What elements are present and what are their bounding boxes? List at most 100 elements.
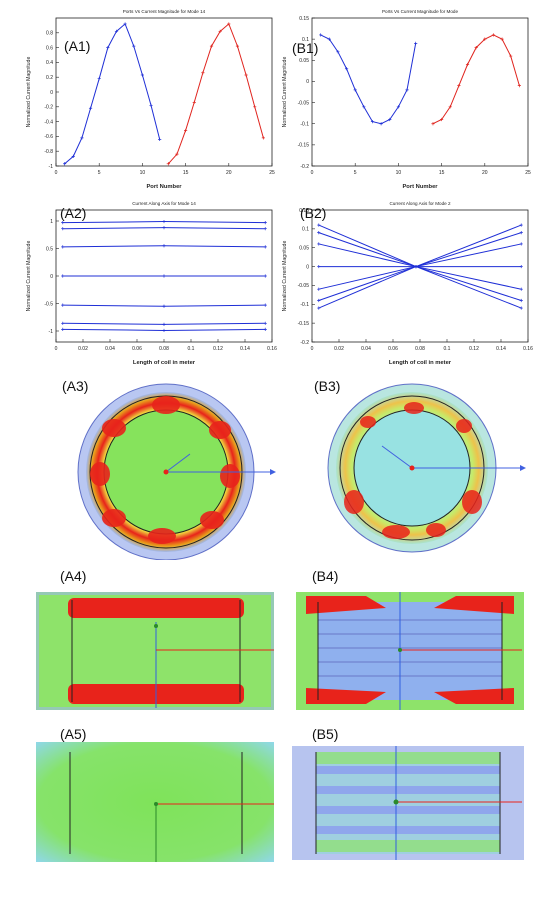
a2-series-5-point — [162, 304, 166, 308]
b2-ytick-label: 0.1 — [302, 227, 309, 233]
b2-xtick-label: 0.02 — [334, 346, 344, 352]
b2-series-5-point — [519, 242, 523, 246]
a2-series-4-point — [162, 274, 166, 278]
a2-series-7-point — [162, 328, 166, 333]
b2-xtick-label: 0.06 — [388, 346, 398, 352]
a2-ytick-label: -0.5 — [44, 301, 53, 307]
b1-ytick-label: 0.1 — [302, 37, 309, 43]
a2-series-1-point — [263, 221, 267, 225]
b1-series-1-point — [396, 105, 400, 109]
a2-series-2-point — [263, 227, 267, 231]
b2-series-5-point — [317, 287, 321, 291]
a1-xtick-label: 0 — [55, 170, 58, 176]
b2-series-6-point — [317, 298, 321, 303]
a1-ytick-label: 0.2 — [46, 75, 53, 81]
a1-series-2-point — [184, 128, 188, 133]
a1-series-2-line — [167, 23, 264, 165]
a1-series-1-line — [64, 23, 161, 165]
a2-series-6-point — [162, 322, 166, 326]
a1-ytick-label: -0.2 — [44, 105, 53, 111]
b2-ylabel: Normalized Current Magnitude — [282, 241, 288, 312]
b2-ytick-label: 0 — [306, 264, 309, 270]
a1-ytick-label: -0.4 — [44, 119, 53, 125]
a2-series-4-point — [263, 274, 267, 278]
a1-series-2-point — [209, 44, 214, 48]
a1-series-2-point — [218, 29, 222, 33]
b2-xtick-label: 0 — [311, 346, 314, 352]
chart-b2: Current Along Axis for Mode 2 0 0.02 0.04 0.… — [282, 201, 533, 366]
b2-series-7-point — [519, 223, 523, 227]
b1-series-2-point — [500, 37, 504, 41]
a1-series-2-point — [227, 22, 231, 26]
b2-xtick-label: 0.1 — [444, 346, 451, 352]
a1-series-2-point — [166, 162, 170, 166]
panel-label-b4: (B4) — [312, 568, 339, 584]
b2-series-3-point — [317, 242, 321, 246]
field-map-a4 — [36, 592, 274, 710]
b1-ylabel: Normalized Current Magnitude — [282, 57, 288, 128]
b1-xtick-label: 0 — [311, 170, 314, 176]
field-map-b3-drawing — [327, 383, 526, 553]
a1-series-1-point — [80, 136, 84, 140]
field-map-a4-drawing — [36, 592, 274, 710]
panel-label-a4: (A4) — [60, 568, 87, 584]
a1-ylabel: Normalized Current Magnitude — [26, 57, 32, 128]
a2-series-5-point — [263, 303, 267, 307]
panel-label-b3: (B3) — [314, 378, 341, 394]
b2-series-2-point — [317, 231, 321, 235]
b2-series-1-point — [317, 223, 321, 227]
a1-series-2-point — [235, 44, 240, 48]
a1-series-1-point — [63, 162, 67, 166]
a1-series-1-point — [88, 106, 93, 110]
a1-ytick-label: -0.8 — [44, 149, 53, 155]
b1-title: Ports Vs Current Magnitude for Mode — [382, 9, 459, 14]
b1-xtick-label: 15 — [439, 170, 445, 176]
a1-ytick-label: 0.8 — [46, 31, 53, 37]
b1-ytick-label: -0.1 — [300, 122, 309, 128]
b1-xtick-label: 5 — [354, 170, 357, 176]
field-map-a3-drawing — [77, 383, 276, 560]
b1-series-1-point — [379, 122, 383, 126]
b1-ytick-label: 0.15 — [299, 16, 309, 22]
b1-series-2-point — [474, 46, 478, 50]
a1-series-2-point — [192, 100, 196, 104]
b1-ytick-label: -0.15 — [298, 143, 310, 149]
b1-ytick-label: -0.05 — [298, 100, 310, 106]
b2-xlabel: Length of coil in meter — [389, 360, 452, 366]
a1-xtick-label: 25 — [269, 170, 275, 176]
b1-series-1-point — [327, 37, 331, 41]
field-map-b4 — [296, 592, 524, 710]
a2-series-1-point — [61, 221, 65, 225]
panel-label-a3: (A3) — [62, 378, 89, 394]
a1-xtick-label: 15 — [183, 170, 189, 176]
field-map-a5-drawing — [36, 742, 274, 862]
chart-a2: Current Along Axis for Mode 14 0 0.02 0.04 0… — [26, 201, 277, 366]
a2-series-6-point — [61, 321, 65, 325]
b1-series-1-point — [414, 41, 418, 45]
b1-series-2-point — [457, 84, 461, 88]
a2-xtick-label: 0.06 — [132, 346, 142, 352]
b1-xtick-label: 10 — [396, 170, 402, 176]
b1-series-2-point — [448, 105, 452, 109]
b2-ytick-label: 0.15 — [299, 208, 309, 214]
a2-series-1-point — [162, 219, 166, 224]
panel-label-b1: (B1) — [292, 40, 319, 56]
a1-ytick-label: 0.6 — [46, 45, 53, 51]
a2-series-7-point — [61, 327, 65, 331]
chart-b1: Ports Vs Current Magnitude for Mode 0 5 10 1… — [282, 9, 531, 190]
b2-series-6-point — [519, 231, 523, 235]
a2-series-3-point — [162, 244, 166, 248]
b1-series-1-point — [370, 120, 375, 124]
b1-ytick-label: 0 — [306, 79, 309, 85]
a1-series-1-point — [158, 137, 162, 141]
panel-label-a5: (A5) — [60, 726, 87, 742]
a2-xlabel: Length of coil in meter — [133, 360, 196, 366]
a1-xtick-label: 10 — [140, 170, 146, 176]
field-map-b5-drawing — [292, 746, 524, 860]
b2-series-7-point — [414, 264, 418, 269]
a1-ytick-label: -1 — [49, 164, 54, 170]
panel-label-a2: (A2) — [60, 205, 87, 221]
a2-ytick-label: 0 — [50, 274, 53, 280]
b1-series-1-line — [320, 34, 417, 125]
b1-series-1-point — [336, 50, 340, 54]
